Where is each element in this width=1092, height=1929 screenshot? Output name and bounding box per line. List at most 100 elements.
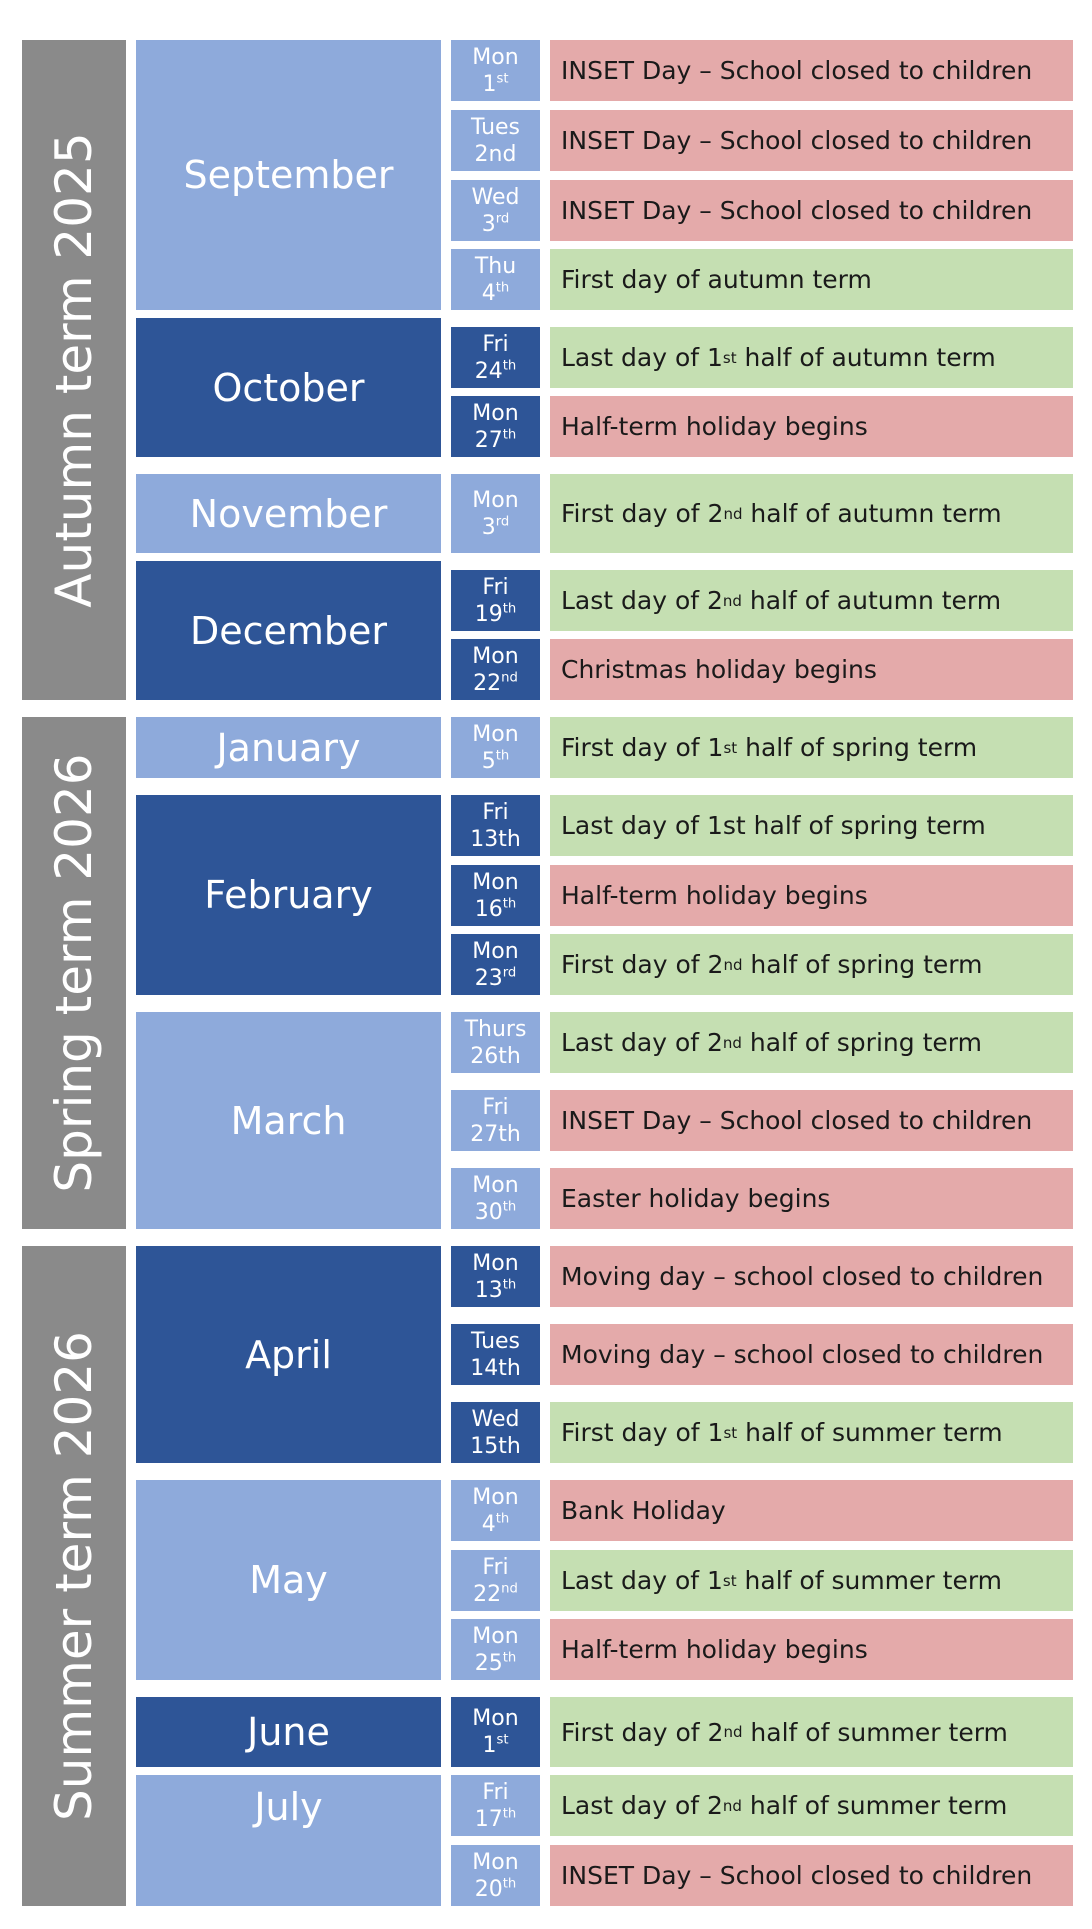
event-text: half of summer term (736, 1566, 1003, 1595)
date-label: 14th (470, 1355, 521, 1382)
weekday-label: Fri (482, 1779, 509, 1805)
date-label: 5th (482, 748, 510, 775)
date-suffix: st (496, 71, 509, 87)
event-closed: Half-term holiday begins (550, 1619, 1073, 1680)
date-number: 14th (470, 1355, 521, 1381)
date-number: 23 (474, 965, 503, 991)
event-text: First day of 2 (561, 950, 724, 979)
event-text: half of spring term (741, 1028, 982, 1057)
term-label: Autumn term 2025 (45, 132, 103, 608)
date-label: 17th (475, 1806, 517, 1833)
event-closed: INSET Day – School closed to children (550, 40, 1073, 101)
date-label: 22nd (473, 1581, 518, 1608)
event-closed: Half-term holiday begins (550, 396, 1073, 457)
date-number: 24 (474, 358, 503, 384)
weekday-label: Mon (472, 1172, 519, 1198)
event-text: Last day of 2 (561, 586, 723, 615)
date-label: 26th (470, 1043, 521, 1070)
day-cell: Fri 22nd (451, 1550, 540, 1611)
day-cell: Mon 1st (451, 1697, 540, 1767)
term-label: Spring term 2026 (45, 753, 103, 1193)
event-closed: INSET Day – School closed to children (550, 1845, 1073, 1906)
date-label: 13th (475, 1277, 517, 1304)
weekday-label: Wed (471, 184, 520, 210)
event-closed: Christmas holiday begins (550, 639, 1073, 700)
event-text: Half-term holiday begins (561, 881, 868, 910)
date-label: 3rd (482, 211, 510, 238)
event-text: INSET Day – School closed to children (561, 196, 1033, 225)
month-january: January (136, 717, 441, 778)
day-cell: Tues 14th (451, 1324, 540, 1385)
day-cell: Mon 4th (451, 1480, 540, 1541)
date-suffix: th (502, 1277, 517, 1293)
day-cell: Wed 3rd (451, 180, 540, 241)
date-suffix: nd (501, 670, 518, 686)
date-suffix: th (502, 896, 517, 912)
date-label: 23rd (475, 965, 517, 992)
weekday-label: Mon (472, 1250, 519, 1276)
date-number: 19 (474, 601, 503, 627)
date-number: 15th (470, 1433, 521, 1459)
event-text: Moving day – school closed to children (561, 1262, 1044, 1291)
event-text: half of autumn term (741, 586, 1002, 615)
day-cell: Fri 19th (451, 570, 540, 631)
weekday-label: Mon (472, 869, 519, 895)
event-text: Moving day – school closed to children (561, 1340, 1044, 1369)
day-cell: Mon 5th (451, 717, 540, 778)
event-open: Last day of 1st half of spring term (550, 795, 1073, 856)
date-number: 30 (474, 1199, 503, 1225)
event-text: First day of autumn term (561, 265, 872, 294)
weekday-label: Mon (472, 643, 519, 669)
event-text: First day of 2 (561, 1717, 724, 1747)
day-cell: Mon 27th (451, 396, 540, 457)
date-number: 1 (482, 71, 497, 97)
weekday-label: Mon (472, 487, 519, 513)
date-suffix: st (496, 1732, 509, 1748)
date-label: 27th (475, 427, 517, 454)
weekday-label: Fri (482, 331, 509, 357)
day-cell: Fri 17th (451, 1775, 540, 1836)
event-text: INSET Day – School closed to children (561, 56, 1033, 85)
date-number: 2nd (474, 141, 517, 167)
date-label: 16th (475, 896, 517, 923)
date-number: 27 (474, 427, 503, 453)
date-suffix: th (502, 358, 517, 374)
event-open: First day of autumn term (550, 249, 1073, 310)
date-number: 22 (473, 1581, 502, 1607)
date-number: 27th (470, 1121, 521, 1147)
date-suffix: th (502, 1199, 517, 1215)
day-cell: Mon 13th (451, 1246, 540, 1307)
day-cell: Tues 2nd (451, 110, 540, 171)
date-suffix: th (502, 601, 517, 617)
event-closed: Half-term holiday begins (550, 865, 1073, 926)
date-number: 16 (474, 896, 503, 922)
date-number: 13th (470, 826, 521, 852)
weekday-label: Fri (482, 799, 509, 825)
date-suffix: nd (501, 1581, 518, 1597)
date-label: 24th (475, 358, 517, 385)
weekday-label: Mon (472, 1484, 519, 1510)
month-may: May (136, 1480, 441, 1680)
day-cell: Wed 15th (451, 1402, 540, 1463)
date-suffix: rd (495, 514, 510, 530)
date-suffix: th (502, 427, 517, 443)
event-closed: INSET Day – School closed to children (550, 1090, 1073, 1151)
date-label: 13th (470, 826, 521, 853)
event-text: half of summer term (742, 1717, 1008, 1747)
date-label: 4th (482, 280, 510, 307)
day-cell: Mon 30th (451, 1168, 540, 1229)
weekday-label: Fri (482, 574, 509, 600)
weekday-label: Thurs (464, 1016, 527, 1042)
month-september: September (136, 40, 441, 310)
day-cell: Mon 20th (451, 1845, 540, 1906)
term-band-summer: Summer term 2026 (22, 1246, 126, 1906)
month-june: June (136, 1697, 441, 1767)
event-text: half of summer term (741, 1791, 1008, 1820)
weekday-label: Mon (472, 44, 519, 70)
day-cell: Thu 4th (451, 249, 540, 310)
weekday-label: Mon (472, 938, 519, 964)
date-number: 3 (481, 514, 496, 540)
